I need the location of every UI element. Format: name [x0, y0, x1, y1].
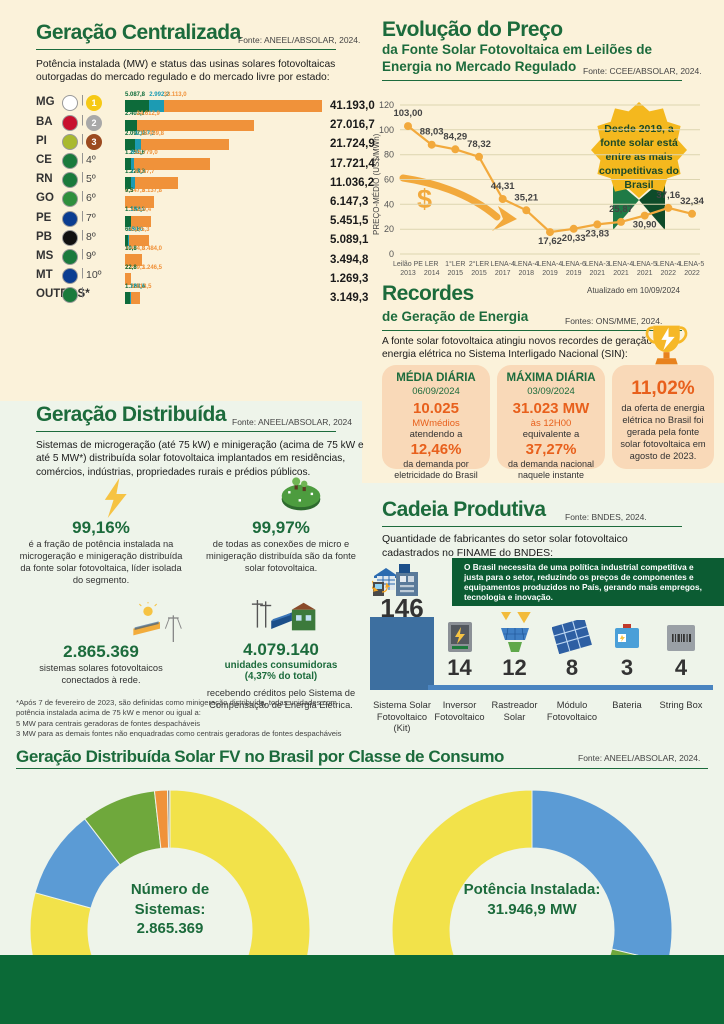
svg-text:44,31: 44,31 [491, 181, 515, 192]
svg-text:LENA-5: LENA-5 [632, 261, 657, 268]
svg-text:2021: 2021 [637, 270, 653, 277]
svg-text:88,03: 88,03 [420, 127, 444, 138]
svg-text:1°LER: 1°LER [445, 260, 465, 268]
svg-text:23,83: 23,83 [585, 228, 609, 239]
svg-text:2019: 2019 [566, 270, 582, 277]
svg-text:25,87: 25,87 [609, 204, 633, 215]
svg-text:35,21: 35,21 [514, 192, 538, 203]
svg-text:60: 60 [384, 175, 394, 185]
svg-text:30,90: 30,90 [633, 220, 657, 231]
svg-text:2°LER: 2°LER [469, 260, 489, 268]
svg-text:40: 40 [384, 199, 394, 209]
svg-text:2022: 2022 [684, 270, 700, 277]
svg-text:2013: 2013 [400, 270, 416, 277]
svg-text:LENA-4: LENA-4 [656, 261, 681, 268]
svg-text:84,29: 84,29 [443, 131, 467, 142]
svg-text:2015: 2015 [448, 270, 464, 277]
svg-text:2021: 2021 [613, 270, 629, 277]
svg-text:2022: 2022 [661, 270, 677, 277]
svg-text:37,16: 37,16 [656, 190, 680, 201]
svg-text:fonte solar está: fonte solar está [600, 137, 678, 149]
svg-text:20,33: 20,33 [562, 233, 586, 244]
svg-text:20: 20 [384, 224, 394, 234]
svg-text:Brasil: Brasil [624, 179, 653, 191]
svg-text:32,34: 32,34 [680, 196, 704, 207]
svg-text:2017: 2017 [495, 270, 511, 277]
svg-text:LENA-4: LENA-4 [490, 261, 515, 268]
svg-text:2014: 2014 [424, 270, 440, 277]
svg-text:LENA-4: LENA-4 [609, 261, 634, 268]
svg-text:2015: 2015 [471, 270, 487, 277]
svg-text:LENA-4: LENA-4 [538, 261, 563, 268]
svg-text:LENA-4: LENA-4 [514, 261, 539, 268]
svg-text:2019: 2019 [542, 270, 558, 277]
svg-text:2021: 2021 [590, 270, 606, 277]
svg-text:80: 80 [384, 150, 394, 160]
svg-text:LER: LER [425, 261, 439, 268]
svg-text:2018: 2018 [519, 270, 535, 277]
svg-text:120: 120 [379, 100, 394, 110]
svg-text:103,00: 103,00 [393, 108, 422, 119]
svg-text:LENA-5: LENA-5 [680, 261, 705, 268]
svg-text:LENA-6: LENA-6 [561, 261, 586, 268]
svg-text:$: $ [417, 184, 432, 214]
svg-text:Leilão PE: Leilão PE [393, 261, 423, 268]
svg-text:100: 100 [379, 125, 394, 135]
svg-text:0: 0 [389, 249, 394, 259]
svg-text:competitivas do: competitivas do [599, 165, 679, 177]
svg-text:78,32: 78,32 [467, 139, 491, 150]
svg-text:Desde 2019, a: Desde 2019, a [604, 123, 674, 135]
svg-text:LENA-3: LENA-3 [585, 261, 610, 268]
svg-text:entre as mais: entre as mais [605, 151, 672, 163]
svg-text:17,62: 17,62 [538, 236, 562, 247]
